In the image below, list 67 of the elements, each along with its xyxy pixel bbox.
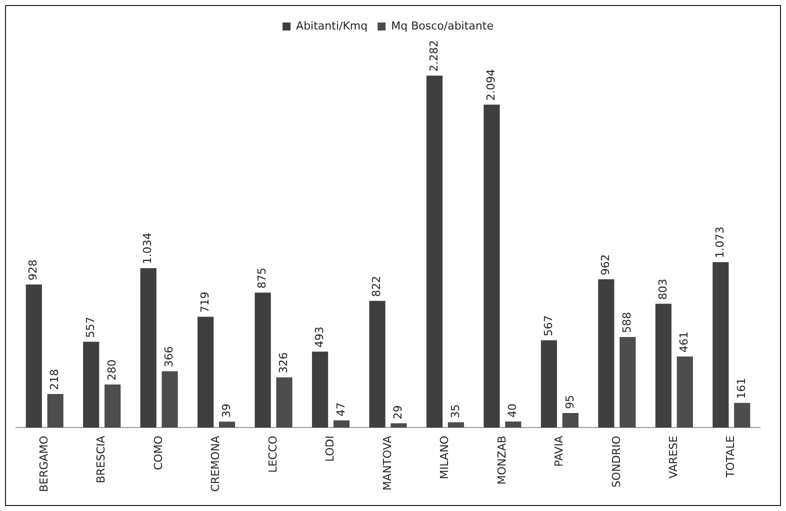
bar [484, 104, 500, 428]
bar [562, 413, 578, 428]
data-label: 822 [370, 276, 384, 297]
data-label: 218 [48, 369, 62, 390]
bar [218, 422, 236, 428]
bar [333, 420, 350, 428]
data-label: 326 [277, 352, 290, 374]
data-label: 29 [392, 405, 405, 420]
data-label: 161 [734, 378, 748, 399]
data-label: 2.282 [427, 40, 440, 72]
data-label: 928 [26, 260, 40, 281]
x-tick-label: VARESE [667, 436, 680, 479]
x-tick-label: MANTOVA [380, 435, 394, 490]
data-label: 719 [198, 292, 212, 313]
x-tick-label: MONZAB [495, 436, 508, 485]
x-tick-label: BRESCIA [94, 435, 108, 484]
data-label: 39 [220, 404, 233, 418]
data-label: 493 [312, 326, 326, 348]
data-label: 557 [84, 316, 97, 338]
bar [83, 342, 100, 428]
data-label: 875 [256, 268, 269, 289]
data-label: 461 [678, 332, 691, 353]
bar [26, 284, 42, 428]
data-label: 803 [656, 278, 670, 300]
bar [104, 384, 121, 428]
bar [620, 336, 636, 428]
x-tick-label: SONDRIO [610, 435, 623, 488]
data-label: 1.034 [141, 232, 154, 264]
bar [369, 300, 386, 428]
data-label: 1.073 [714, 226, 727, 258]
legend-label: Abitanti/Kmq [296, 19, 368, 32]
bar [712, 262, 729, 428]
bar [505, 421, 522, 428]
data-label: 962 [599, 254, 612, 276]
bar [390, 423, 407, 428]
bar [655, 304, 672, 428]
data-label: 40 [506, 403, 520, 418]
data-label: 280 [105, 359, 118, 380]
bar [676, 356, 693, 428]
data-label: 95 [563, 395, 576, 410]
bar [276, 377, 292, 428]
data-label: 2.094 [484, 69, 498, 101]
bar [140, 268, 156, 428]
x-tick-label: COMO [152, 435, 165, 470]
x-tick-label: LODI [324, 436, 337, 462]
bar [198, 316, 214, 428]
bar [47, 394, 64, 428]
data-label: 47 [334, 402, 348, 416]
data-label: 35 [448, 404, 462, 418]
data-label: 588 [620, 312, 634, 333]
bar [448, 422, 464, 428]
data-label: 567 [542, 315, 555, 336]
x-tick-label: CREMONA [209, 435, 222, 492]
bar [540, 340, 558, 428]
x-tick-label: PAVIA [552, 435, 566, 467]
bar [426, 76, 443, 428]
bar [734, 402, 750, 428]
bar [312, 352, 328, 428]
data-label: 366 [162, 346, 176, 368]
x-tick-label: LECCO [266, 435, 280, 473]
bar [598, 279, 614, 428]
x-tick-label: TOTALE [724, 436, 738, 479]
legend-label: Mq Bosco/abitante [391, 19, 494, 32]
bar [162, 371, 178, 428]
x-tick-label: MILANO [438, 435, 452, 480]
x-tick-label: BERGAMO [37, 435, 50, 492]
bar [254, 292, 271, 428]
